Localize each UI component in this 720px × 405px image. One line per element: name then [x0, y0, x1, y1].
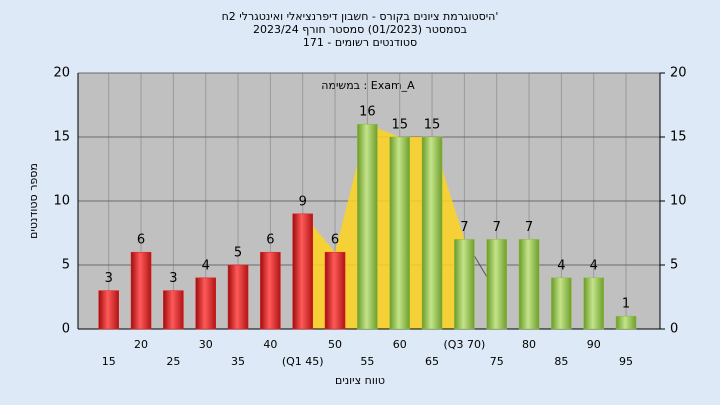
value-label: 3 — [169, 271, 177, 286]
x-tick-label: 95 — [619, 355, 633, 368]
y-tick-label: 20 — [53, 66, 70, 81]
x-tick-label: 65 — [425, 355, 439, 368]
x-tick-label: 85 — [554, 355, 568, 368]
x-axis-label: טווח ציונים — [335, 374, 385, 387]
y-axis-label: מספר סטודנטים — [27, 163, 40, 239]
x-tick-label: 30 — [199, 338, 213, 351]
bar — [389, 136, 410, 330]
x-tick-label: 90 — [587, 338, 601, 351]
x-tick-label: 55 — [360, 355, 374, 368]
bar — [421, 136, 443, 330]
value-label: 7 — [525, 220, 533, 235]
x-tick-label: 35 — [231, 355, 245, 368]
value-label: 3 — [105, 271, 113, 286]
bar — [195, 277, 216, 330]
value-label: 4 — [590, 258, 598, 273]
y-tick-label: 0 — [62, 322, 70, 337]
value-label: 15 — [424, 118, 441, 133]
x-tick-label: 40 — [263, 338, 277, 351]
bar — [98, 290, 119, 330]
value-label: 7 — [493, 220, 501, 235]
bar — [260, 251, 281, 330]
y2-tick-label: 20 — [670, 66, 687, 81]
bar — [518, 239, 540, 330]
value-label: 6 — [331, 233, 339, 248]
bar — [163, 290, 184, 330]
chart-title: היסטוגרמת ציונים בקורס - חשבון דיפרנציאל… — [222, 10, 499, 23]
value-label: 4 — [202, 258, 210, 273]
x-tick-label: (Q3 70) — [444, 338, 486, 351]
x-tick-label: 50 — [328, 338, 342, 351]
value-label: 5 — [234, 246, 242, 261]
bar — [551, 277, 572, 330]
x-tick-label: 60 — [393, 338, 407, 351]
bar — [454, 239, 475, 330]
x-tick-label: (Q1 45) — [282, 355, 324, 368]
value-label: 6 — [266, 233, 274, 248]
value-label: 16 — [359, 105, 376, 120]
x-tick-label: 80 — [522, 338, 536, 351]
value-label: 4 — [557, 258, 565, 273]
bar — [130, 251, 152, 330]
value-label: 6 — [137, 233, 145, 248]
y2-tick-label: 0 — [670, 322, 678, 337]
value-label: 15 — [391, 118, 408, 133]
y-tick-label: 10 — [53, 194, 70, 209]
value-label: 9 — [299, 194, 307, 209]
bar — [357, 123, 378, 330]
x-tick-label: 75 — [490, 355, 504, 368]
bar — [583, 277, 604, 330]
x-tick-label: 15 — [102, 355, 116, 368]
chart-subtitle: בסמסטר (01/2023) סמסטר חורף 2023/24 — [253, 23, 467, 36]
x-tick-label: 20 — [134, 338, 148, 351]
bar — [292, 213, 313, 330]
x-tick-label: 25 — [166, 355, 180, 368]
y-tick-label: 5 — [62, 258, 70, 273]
bar — [324, 251, 346, 330]
value-label: 1 — [622, 297, 630, 312]
bar — [486, 239, 507, 330]
y2-tick-label: 15 — [670, 130, 687, 145]
value-label: 7 — [460, 220, 468, 235]
y-tick-label: 15 — [53, 130, 70, 145]
chart-subtitle: סטודנטים רשומים - 171 — [303, 36, 417, 49]
bar — [615, 315, 637, 330]
y2-tick-label: 5 — [670, 258, 678, 273]
y2-tick-label: 10 — [670, 194, 687, 209]
bar — [227, 264, 249, 330]
annotation: במשימה : Exam_A — [321, 79, 415, 92]
